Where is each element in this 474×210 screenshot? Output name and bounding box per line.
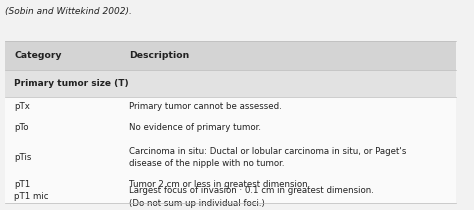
Text: (Sobin and Wittekind 2002).: (Sobin and Wittekind 2002). [5, 7, 132, 16]
Text: Category: Category [15, 51, 62, 60]
Text: Tumor 2 cm or less in greatest dimension.: Tumor 2 cm or less in greatest dimension… [129, 180, 310, 189]
Text: Largest focus of invasion · 0.1 cm in greatest dimension.
(Do not sum up individ: Largest focus of invasion · 0.1 cm in gr… [129, 186, 374, 208]
Text: Primary tumor cannot be assessed.: Primary tumor cannot be assessed. [129, 102, 282, 111]
FancyBboxPatch shape [5, 42, 456, 70]
Text: pT1 mic: pT1 mic [15, 193, 49, 201]
Text: No evidence of primary tumor.: No evidence of primary tumor. [129, 123, 262, 132]
Text: pTis: pTis [15, 153, 32, 162]
Text: Primary tumor size (T): Primary tumor size (T) [15, 79, 129, 88]
Text: Description: Description [129, 51, 190, 60]
Text: pTx: pTx [15, 102, 30, 111]
FancyBboxPatch shape [5, 97, 456, 203]
Text: Carcinoma in situ: Ductal or lobular carcinoma in situ, or Paget's
disease of th: Carcinoma in situ: Ductal or lobular car… [129, 147, 407, 168]
Text: pTo: pTo [15, 123, 29, 132]
FancyBboxPatch shape [5, 70, 456, 97]
Text: pT1: pT1 [15, 180, 31, 189]
